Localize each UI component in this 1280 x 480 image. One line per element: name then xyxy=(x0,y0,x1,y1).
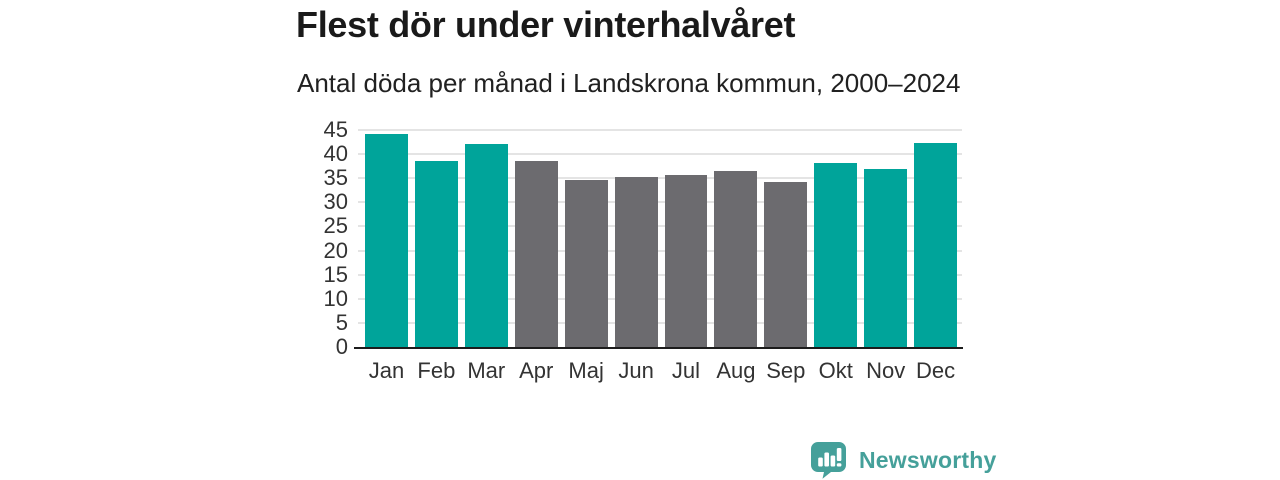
bar-dec xyxy=(914,143,958,347)
bar-mar xyxy=(464,144,508,347)
bar-column-feb xyxy=(414,130,458,347)
x-tick-label-apr: Apr xyxy=(519,358,554,383)
bar-maj xyxy=(564,180,608,347)
bar-series xyxy=(358,130,962,347)
gridline-15 xyxy=(358,273,962,276)
x-axis: Jan Feb Mar Apr Maj Jun Jul Aug Sep Okt Nov Dec xyxy=(358,358,962,384)
plot-area xyxy=(354,129,963,349)
bar-column-aug xyxy=(714,130,758,347)
y-tick-label: 45 xyxy=(323,117,348,142)
bar-sep xyxy=(764,181,808,347)
y-tick-label: 0 xyxy=(335,334,348,359)
bar-column-mar xyxy=(464,130,508,347)
gridline-20 xyxy=(358,249,962,252)
gridline-35 xyxy=(358,177,962,180)
bar-feb xyxy=(414,160,458,347)
x-tick-label-aug: Aug xyxy=(716,358,756,383)
gridline-40 xyxy=(358,153,962,156)
bar-column-jul xyxy=(664,130,708,347)
bar-column-sep xyxy=(764,130,808,347)
bar-column-okt xyxy=(814,130,858,347)
gridline-25 xyxy=(358,225,962,228)
chart-subtitle: Antal döda per månad i Landskrona kommun… xyxy=(297,68,961,98)
x-tick-label-jan: Jan xyxy=(368,358,405,383)
x-tick-label-sep: Sep xyxy=(766,358,806,383)
y-tick-label: 15 xyxy=(323,261,348,287)
x-tick-label-jul: Jul xyxy=(671,358,701,383)
gridline-45 xyxy=(358,129,962,131)
bar-nov xyxy=(864,168,908,347)
x-tick-label-dec: Dec xyxy=(916,358,956,383)
bar-okt xyxy=(814,162,858,347)
bar-jul xyxy=(664,175,708,347)
gridline-10 xyxy=(358,297,962,300)
x-tick-label-maj: Maj xyxy=(568,358,604,383)
bar-jun xyxy=(614,176,658,347)
x-tick-label-feb: Feb xyxy=(417,358,456,383)
x-tick-label-mar: Mar xyxy=(467,358,506,383)
bar-jan xyxy=(365,133,408,347)
logo-text: Newsworthy xyxy=(859,446,997,473)
y-tick-label: 10 xyxy=(323,285,348,311)
bar-column-maj xyxy=(564,130,608,347)
bar-apr xyxy=(514,161,558,347)
x-tick-label-nov: Nov xyxy=(866,358,906,383)
bar-column-jun xyxy=(614,130,658,347)
x-tick-label-okt: Okt xyxy=(818,358,853,383)
bar-column-apr xyxy=(514,130,558,347)
x-tick-label-jun: Jun xyxy=(618,358,654,383)
y-axis: 0 5 10 15 20 25 30 35 40 45 xyxy=(288,119,348,358)
y-tick-label: 25 xyxy=(323,213,348,239)
x-axis-line xyxy=(354,346,963,349)
chart-title: Flest dör under vinterhalvåret xyxy=(296,4,796,45)
gridline-30 xyxy=(358,201,962,204)
branding: Newsworthy xyxy=(810,441,996,479)
bar-aug xyxy=(714,171,758,347)
y-tick-label: 40 xyxy=(323,141,348,167)
y-tick-label: 5 xyxy=(335,309,348,335)
gridline-5 xyxy=(358,321,962,324)
bar-column-dec xyxy=(914,130,958,347)
y-tick-label: 20 xyxy=(323,237,348,263)
y-tick-label: 30 xyxy=(323,189,348,215)
bar-column-nov xyxy=(864,130,908,347)
bar-column-jan xyxy=(365,130,408,347)
y-tick-label: 35 xyxy=(323,165,348,191)
bar-chart-speech-bubble-icon xyxy=(811,442,846,479)
